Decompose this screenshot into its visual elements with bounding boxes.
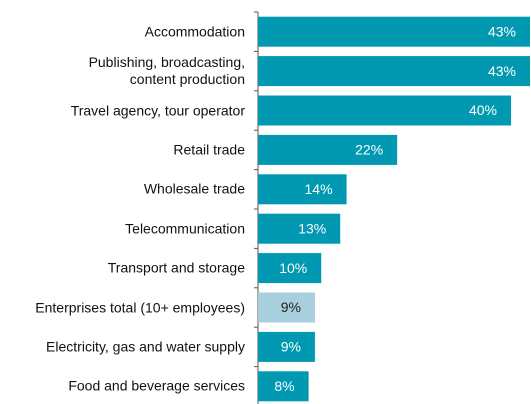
value-label: 8% [274,378,294,394]
bar [258,292,315,323]
bar [258,56,530,87]
bar [258,213,341,244]
bar [258,174,347,205]
category-label: Publishing, broadcasting, content produc… [88,54,245,88]
category-label: Wholesale trade [143,180,245,197]
category-label: Food and beverage services [68,377,245,394]
value-label: 22% [355,142,383,158]
category-label: Travel agency, tour operator [70,102,245,118]
value-label: 9% [281,299,301,315]
category-label: Accommodation [144,23,245,40]
bar [258,371,309,402]
bar [258,16,530,47]
value-label: 9% [281,339,301,355]
category-label: Telecommunication [125,220,245,237]
value-label: 43% [488,63,516,79]
bar [258,134,398,165]
bar [258,95,512,126]
value-label: 40% [469,102,497,118]
value-label: 43% [488,23,516,39]
category-label: Electricity, gas and water supply [46,338,245,355]
value-label: 13% [298,220,326,236]
category-label: Retail trade [173,141,245,158]
value-label: 10% [279,260,307,276]
value-label: 14% [305,181,333,197]
category-label: Transport and storage [107,259,245,276]
category-label: Enterprises total (10+ employees) [35,299,245,315]
bar [258,253,322,284]
bar [258,331,315,362]
